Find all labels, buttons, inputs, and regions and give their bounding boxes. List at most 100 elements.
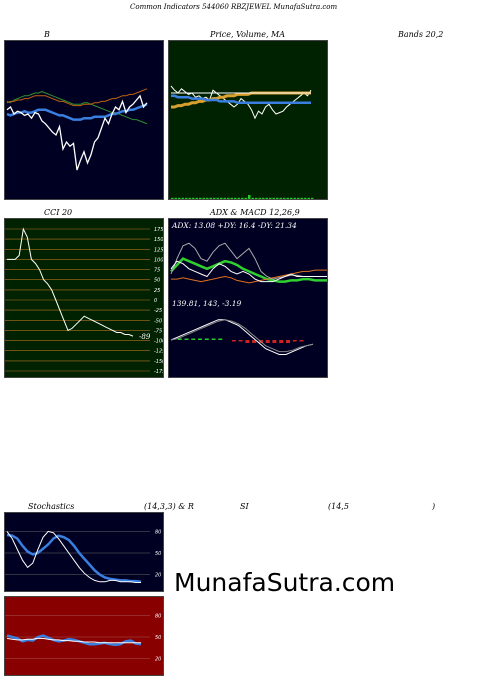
rsi-tick-label: 80	[155, 613, 161, 619]
cci-tick-label: 50	[154, 278, 160, 284]
cci-tick-label: -25	[154, 308, 162, 314]
stoch-series-0	[6, 533, 142, 584]
volume-bar	[195, 197, 198, 199]
volume-bar	[297, 197, 300, 199]
volume-bar	[192, 197, 195, 199]
label-cci: CCI 20	[44, 208, 73, 217]
volume-bar	[234, 197, 237, 199]
macd-hist-bar	[272, 340, 277, 343]
volume-bar	[276, 197, 279, 199]
volume-bar	[265, 197, 268, 199]
macd-hist-bar	[218, 338, 223, 340]
label-b: B	[44, 30, 50, 39]
volume-bar	[174, 197, 177, 199]
macd-hist-bar	[292, 340, 297, 342]
volume-bar	[262, 197, 265, 199]
macd-hist-bar	[191, 338, 196, 340]
cci-tick-label: -125	[154, 349, 164, 355]
label-paren: )	[432, 502, 436, 511]
volume-bar	[171, 197, 174, 199]
macd-series-0	[170, 319, 314, 355]
price-ma-series-0	[170, 85, 312, 120]
stoch-tick-label: 20	[155, 573, 161, 579]
volume-bar	[272, 197, 275, 199]
volume-bar	[283, 197, 286, 199]
stoch-series-1	[6, 530, 141, 583]
volume-bar	[230, 197, 233, 199]
stochastics-svg: 80 50 20	[5, 529, 161, 584]
volume-bar	[269, 197, 272, 199]
macd-hist-bar	[198, 338, 202, 340]
volume-bar	[227, 197, 230, 199]
volume-bar	[311, 197, 314, 199]
adx-macd-svg	[170, 242, 327, 355]
macd-hist-bar	[231, 340, 236, 342]
volume-bar	[178, 197, 181, 199]
label-stoch: Stochastics	[28, 502, 75, 511]
macd-hist-bar	[238, 340, 243, 342]
stochastics-panel: 80 50 20	[4, 512, 164, 592]
cci-tick-label: 75	[154, 268, 160, 274]
cci-tick-label: 125	[154, 247, 164, 253]
macd-hist-bar	[279, 340, 284, 343]
volume-bar	[213, 197, 216, 199]
volume-bar	[251, 197, 254, 199]
macd-hist-bar	[204, 338, 209, 340]
price-ma-series-1	[171, 91, 311, 109]
volume-bar	[307, 197, 310, 199]
cci-line	[7, 227, 134, 337]
volume-bar	[290, 197, 293, 199]
label-price-ma: Price, Volume, MA	[210, 30, 286, 39]
cci-tick-label: 150	[154, 237, 164, 243]
volume-bar	[216, 197, 219, 199]
label-bands: Bands 20,2	[398, 30, 444, 39]
macd-hist-bar	[245, 340, 250, 343]
volume-bar	[199, 197, 202, 199]
cci-tick-label: -175	[154, 369, 164, 375]
watermark: MunafaSutra.com	[174, 568, 396, 597]
label-si: SI	[240, 502, 249, 511]
volume-bar	[304, 197, 307, 199]
volume-bar	[220, 197, 223, 199]
macd-hist-bar	[286, 340, 290, 343]
adx-macd-panel: ADX: 13.08 +DY: 16.4 -DY: 21.34 139.81, …	[168, 218, 328, 378]
volume-bar	[181, 197, 184, 199]
cci-last-label: -89	[139, 333, 151, 341]
macd-hist-bar	[252, 340, 257, 343]
macd-hist-bar	[265, 340, 270, 343]
rsi-tick-label: 50	[155, 635, 161, 641]
bollinger-svg	[6, 88, 148, 171]
cci-tick-label: 25	[154, 288, 160, 294]
volume-bar	[279, 197, 282, 199]
rsi-tick-label: 20	[155, 657, 161, 663]
cci-tick-label: -50	[154, 318, 162, 324]
cci-panel: 175 150 125 100 75 50 25 0 -25 -50 -75 -100 -125 -150…	[4, 218, 164, 378]
volume-bar	[188, 197, 191, 199]
volume-bar	[248, 195, 251, 199]
label-stoch-params: (14,3,3) & R	[144, 502, 194, 511]
bollinger-panel	[4, 40, 164, 200]
label-rsi-params: (14,5	[328, 502, 349, 511]
volume-bar	[206, 197, 209, 199]
rsi-panel: 80 50 20	[4, 596, 164, 676]
price-ma-series-2	[171, 94, 311, 105]
macd-series-1	[170, 319, 314, 353]
volume-bar	[255, 197, 258, 199]
volume-bar	[286, 197, 289, 199]
label-adx: ADX & MACD 12,26,9	[210, 208, 300, 217]
cci-tick-label: -75	[154, 328, 162, 334]
stoch-tick-label: 80	[155, 529, 161, 535]
header-title: Common Indicators 544060 RBZJEWEL Munafa…	[130, 3, 337, 11]
rsi-series-1	[6, 637, 141, 644]
bollinger-series-1	[6, 103, 148, 121]
rsi-svg: 80 50 20	[5, 613, 161, 663]
volume-bar	[258, 197, 261, 199]
price-ma-svg	[170, 85, 314, 199]
volume-bar	[300, 197, 303, 199]
volume-bar	[244, 197, 247, 199]
volume-bar	[209, 197, 212, 199]
macd-hist-bar	[184, 338, 189, 340]
bollinger-series-3	[6, 88, 148, 107]
macd-values: 139.81, 143, -3.19	[172, 299, 242, 308]
cci-tick-label: 175	[154, 227, 164, 233]
